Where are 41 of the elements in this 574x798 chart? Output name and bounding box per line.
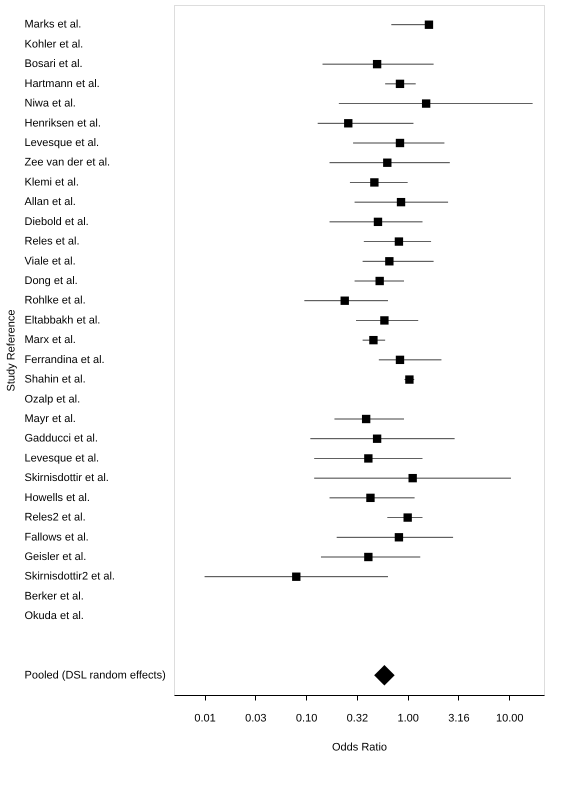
y-tick-label: Berker et al. <box>24 590 84 602</box>
y-tick-label: Levesque et al. <box>24 137 100 149</box>
y-tick-label: Rohlke et al. <box>24 294 86 307</box>
y-tick-label: Pooled (DSL random effects) <box>24 669 166 682</box>
y-tick-label: Shahin et al. <box>24 374 86 386</box>
y-tick-label: Dong et al. <box>24 275 78 287</box>
y-tick-label: Niwa et al. <box>24 98 76 110</box>
y-tick-label: Henriksen et al. <box>24 117 101 130</box>
y-tick-label: Ozalp et al. <box>24 393 80 406</box>
y-tick-label: Gadducci et al. <box>24 432 98 445</box>
y-tick-label: Skirnisdottir2 et al. <box>24 570 115 583</box>
x-tick-label: 0.01 <box>194 712 216 724</box>
y-tick-label: Zee van der et al. <box>24 156 110 169</box>
y-tick-label: Howells et al. <box>24 492 90 504</box>
y-axis-title: Study Reference <box>6 310 18 392</box>
x-tick-label: 3.16 <box>448 712 470 724</box>
y-tick-label: Viale et al. <box>24 255 76 268</box>
y-tick-label: Hartmann et al. <box>24 78 100 90</box>
y-tick-label: Levesque et al. <box>24 452 100 464</box>
y-tick-label: Reles et al. <box>24 236 80 248</box>
x-tick-label: 1.00 <box>397 712 419 724</box>
y-tick-label: Klemi et al. <box>24 176 79 188</box>
y-tick-label: Marks et al. <box>24 18 82 31</box>
y-tick-label: Marx et al. <box>24 334 76 346</box>
y-tick-label: Fallows et al. <box>24 531 89 544</box>
y-tick-label: Okuda et al. <box>24 610 84 622</box>
x-tick-label: 0.03 <box>245 712 267 724</box>
y-tick-label: Mayr et al. <box>24 413 76 425</box>
y-tick-label: Reles2 et al. <box>24 512 86 524</box>
y-tick-label: Kohler et al. <box>24 38 84 50</box>
y-tick-label: Geisler et al. <box>24 551 86 563</box>
y-tick-label: Eltabbakh et al. <box>24 314 100 326</box>
y-tick-label: Ferrandina et al. <box>24 354 105 366</box>
x-tick-label: 0.32 <box>346 712 368 724</box>
y-tick-label: Bosari et al. <box>24 58 83 70</box>
y-tick-label: Skirnisdottir et al. <box>24 472 109 484</box>
y-tick-label: Allan et al. <box>24 196 76 208</box>
x-tick-label: 0.10 <box>296 712 318 724</box>
y-tick-label: Diebold et al. <box>24 216 89 228</box>
x-axis-title: Odds Ratio <box>332 742 388 754</box>
x-tick-label: 10.00 <box>496 712 524 724</box>
